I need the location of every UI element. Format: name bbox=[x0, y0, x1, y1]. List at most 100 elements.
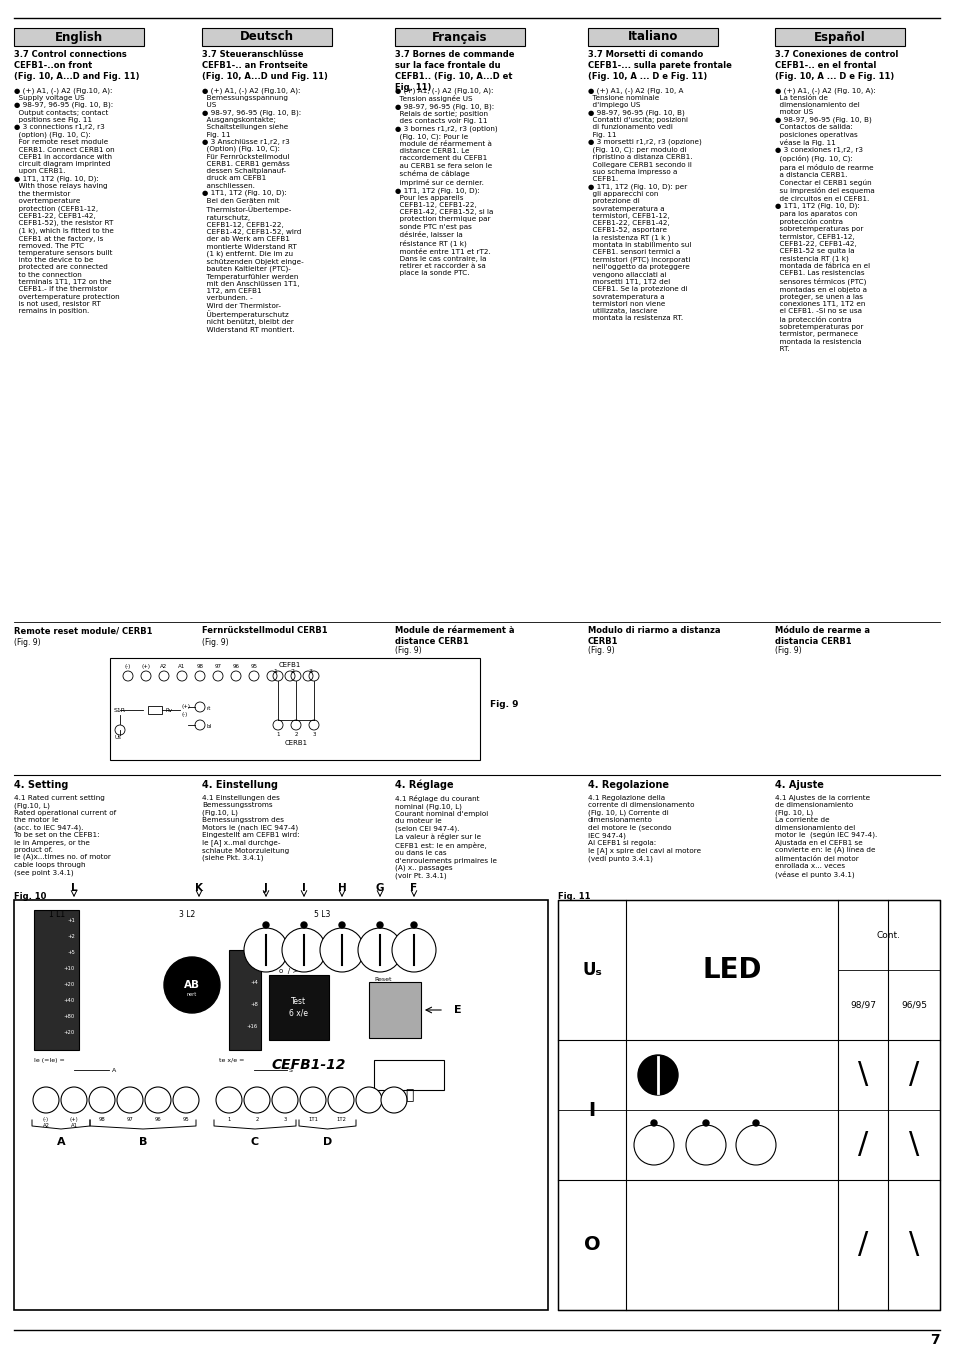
Text: 1: 1 bbox=[276, 732, 279, 737]
Text: nert: nert bbox=[187, 992, 197, 998]
Text: Módulo de rearme a
distancia CERB1: Módulo de rearme a distancia CERB1 bbox=[774, 626, 869, 647]
Text: +20: +20 bbox=[64, 1030, 75, 1034]
Text: Fig. 10: Fig. 10 bbox=[14, 892, 47, 900]
Text: +40: +40 bbox=[64, 998, 75, 1003]
Text: 4.1 Einstellungen des
Bemessungsstroms
(Fig.10, L)
Bemessungsstrom des
Motors Ie: 4.1 Einstellungen des Bemessungsstroms (… bbox=[202, 795, 299, 861]
Text: Fernrückstellmodul CERB1: Fernrückstellmodul CERB1 bbox=[202, 626, 327, 634]
Text: 4.1 Ajustes de la corriente
de dimensionamiento
(Fig. 10, L)
La corriente de
dim: 4.1 Ajustes de la corriente de dimension… bbox=[774, 795, 877, 878]
Text: J: J bbox=[264, 883, 268, 892]
Text: ● (+) A1, (-) A2 (Fig. 10, A):
  La tensión de
  dimensionamiento del
  motor US: ● (+) A1, (-) A2 (Fig. 10, A): La tensió… bbox=[774, 86, 875, 352]
Text: 3.7 Bornes de commande
sur la face frontale du
CEFB1.. (Fig. 10, A...D et
Fig. 1: 3.7 Bornes de commande sur la face front… bbox=[395, 50, 514, 92]
Text: 95: 95 bbox=[182, 1116, 190, 1122]
Bar bbox=[229, 950, 261, 1050]
Text: A1: A1 bbox=[178, 664, 186, 670]
Text: Español: Español bbox=[813, 31, 865, 43]
Text: 4. Regolazione: 4. Regolazione bbox=[587, 780, 668, 790]
Text: H: H bbox=[337, 883, 346, 892]
Bar bbox=[369, 981, 420, 1038]
Text: (+)
A1: (+) A1 bbox=[70, 1116, 78, 1127]
Text: /: / bbox=[908, 1061, 918, 1089]
Text: 3: 3 bbox=[309, 670, 313, 674]
Text: 4. Ajuste: 4. Ajuste bbox=[774, 780, 823, 790]
Text: 98: 98 bbox=[98, 1116, 105, 1122]
Text: 96: 96 bbox=[154, 1116, 161, 1122]
Text: I: I bbox=[588, 1100, 595, 1119]
Text: o  / >: o / > bbox=[278, 968, 298, 973]
Bar bbox=[395, 28, 524, 46]
Text: L: L bbox=[71, 883, 77, 892]
Text: 3: 3 bbox=[283, 1116, 286, 1122]
Circle shape bbox=[357, 927, 401, 972]
Text: (Fig. 9): (Fig. 9) bbox=[587, 647, 614, 655]
Bar bbox=[774, 28, 904, 46]
Text: 98/97: 98/97 bbox=[849, 1000, 875, 1010]
Text: +10: +10 bbox=[64, 965, 75, 971]
Text: /: / bbox=[857, 1130, 867, 1160]
Text: 2: 2 bbox=[291, 670, 294, 674]
Text: Reset: Reset bbox=[374, 977, 391, 981]
Circle shape bbox=[411, 922, 416, 927]
Text: 3.7 Conexiones de control
CEFB1-.. en el frontal
(Fig. 10, A ... D e Fig. 11): 3.7 Conexiones de control CEFB1-.. en el… bbox=[774, 50, 898, 81]
Text: 98: 98 bbox=[196, 664, 203, 670]
Text: 96: 96 bbox=[233, 664, 239, 670]
Text: Italiano: Italiano bbox=[627, 31, 678, 43]
Bar bbox=[148, 706, 162, 714]
Text: 4.1 Regolazione della
corrente di dimensionamento
(Fig. 10, L) Corrente di
dimen: 4.1 Regolazione della corrente di dimens… bbox=[587, 795, 700, 861]
Text: (-)
A2: (-) A2 bbox=[43, 1116, 50, 1127]
Bar bbox=[269, 975, 329, 1040]
Text: \: \ bbox=[908, 1130, 918, 1160]
Text: (+): (+) bbox=[182, 703, 191, 709]
Text: A: A bbox=[56, 1137, 65, 1148]
Text: (+): (+) bbox=[141, 664, 151, 670]
Text: Ie (=Ie) =: Ie (=Ie) = bbox=[34, 1058, 65, 1062]
Text: (Fig. 9): (Fig. 9) bbox=[395, 647, 421, 655]
Text: 3: 3 bbox=[312, 732, 315, 737]
Circle shape bbox=[33, 1087, 59, 1112]
Text: ● (+) A1, (-) A2 (Fig. 10, A
  Tensione nominale
  d'impiego US
● 98-97, 96-95 (: ● (+) A1, (-) A2 (Fig. 10, A Tensione no… bbox=[587, 86, 701, 321]
Circle shape bbox=[282, 927, 326, 972]
Text: CEFB1: CEFB1 bbox=[278, 662, 301, 668]
Text: 2: 2 bbox=[294, 732, 297, 737]
Text: (Fig. 9): (Fig. 9) bbox=[14, 639, 41, 647]
Text: 2: 2 bbox=[255, 1116, 258, 1122]
Circle shape bbox=[89, 1087, 115, 1112]
Text: Deutsch: Deutsch bbox=[240, 31, 294, 43]
Text: S: S bbox=[289, 1068, 293, 1073]
Text: bl: bl bbox=[207, 724, 212, 729]
Bar bbox=[202, 28, 332, 46]
Circle shape bbox=[638, 1054, 678, 1095]
Text: 4. Setting: 4. Setting bbox=[14, 780, 69, 790]
Text: A2: A2 bbox=[160, 664, 168, 670]
Text: 4. Réglage: 4. Réglage bbox=[395, 780, 453, 791]
Circle shape bbox=[338, 922, 345, 927]
Text: 3 L2: 3 L2 bbox=[179, 910, 195, 919]
Circle shape bbox=[319, 927, 364, 972]
Text: G: G bbox=[375, 883, 384, 892]
Circle shape bbox=[392, 927, 436, 972]
Text: +8: +8 bbox=[250, 1002, 257, 1007]
Text: 4.1 Réglage du courant
nominal (Fig.10, L)
Courant nominal d'emploi
du moteur Ie: 4.1 Réglage du courant nominal (Fig.10, … bbox=[395, 795, 497, 879]
Circle shape bbox=[735, 1125, 775, 1165]
Text: +80: +80 bbox=[64, 1014, 75, 1018]
Text: 1T2: 1T2 bbox=[335, 1116, 346, 1122]
Circle shape bbox=[272, 1087, 297, 1112]
Text: +2: +2 bbox=[250, 957, 257, 963]
Text: 96/95: 96/95 bbox=[900, 1000, 926, 1010]
Text: 1: 1 bbox=[273, 670, 276, 674]
Bar bbox=[14, 900, 547, 1310]
Text: rt: rt bbox=[207, 706, 212, 711]
Text: A: A bbox=[112, 1068, 116, 1073]
Circle shape bbox=[172, 1087, 199, 1112]
Text: Us: Us bbox=[115, 734, 122, 740]
Bar bbox=[374, 1060, 443, 1089]
Text: ● (+) A1, (-) A2 (Fig.10, A):
  Bemessungsspannung
  US
● 98-97, 96-95 (Fig. 10,: ● (+) A1, (-) A2 (Fig.10, A): Bemessungs… bbox=[202, 86, 303, 332]
Circle shape bbox=[376, 922, 382, 927]
Text: +1: +1 bbox=[67, 918, 75, 922]
Text: CEFB1-12: CEFB1-12 bbox=[272, 1058, 346, 1072]
Text: 4.1 Rated current setting
(Fig.10, L)
Rated operational current of
the motor Ie
: 4.1 Rated current setting (Fig.10, L) Ra… bbox=[14, 795, 116, 876]
Text: +16: +16 bbox=[247, 1023, 257, 1029]
Text: Modulo di riarmo a distanza
CERB1: Modulo di riarmo a distanza CERB1 bbox=[587, 626, 720, 647]
Text: (Fig. 9): (Fig. 9) bbox=[202, 639, 229, 647]
Text: 3.7 Control connections
CEFB1-..on front
(Fig. 10, A...D and Fig. 11): 3.7 Control connections CEFB1-..on front… bbox=[14, 50, 139, 81]
Circle shape bbox=[244, 1087, 270, 1112]
